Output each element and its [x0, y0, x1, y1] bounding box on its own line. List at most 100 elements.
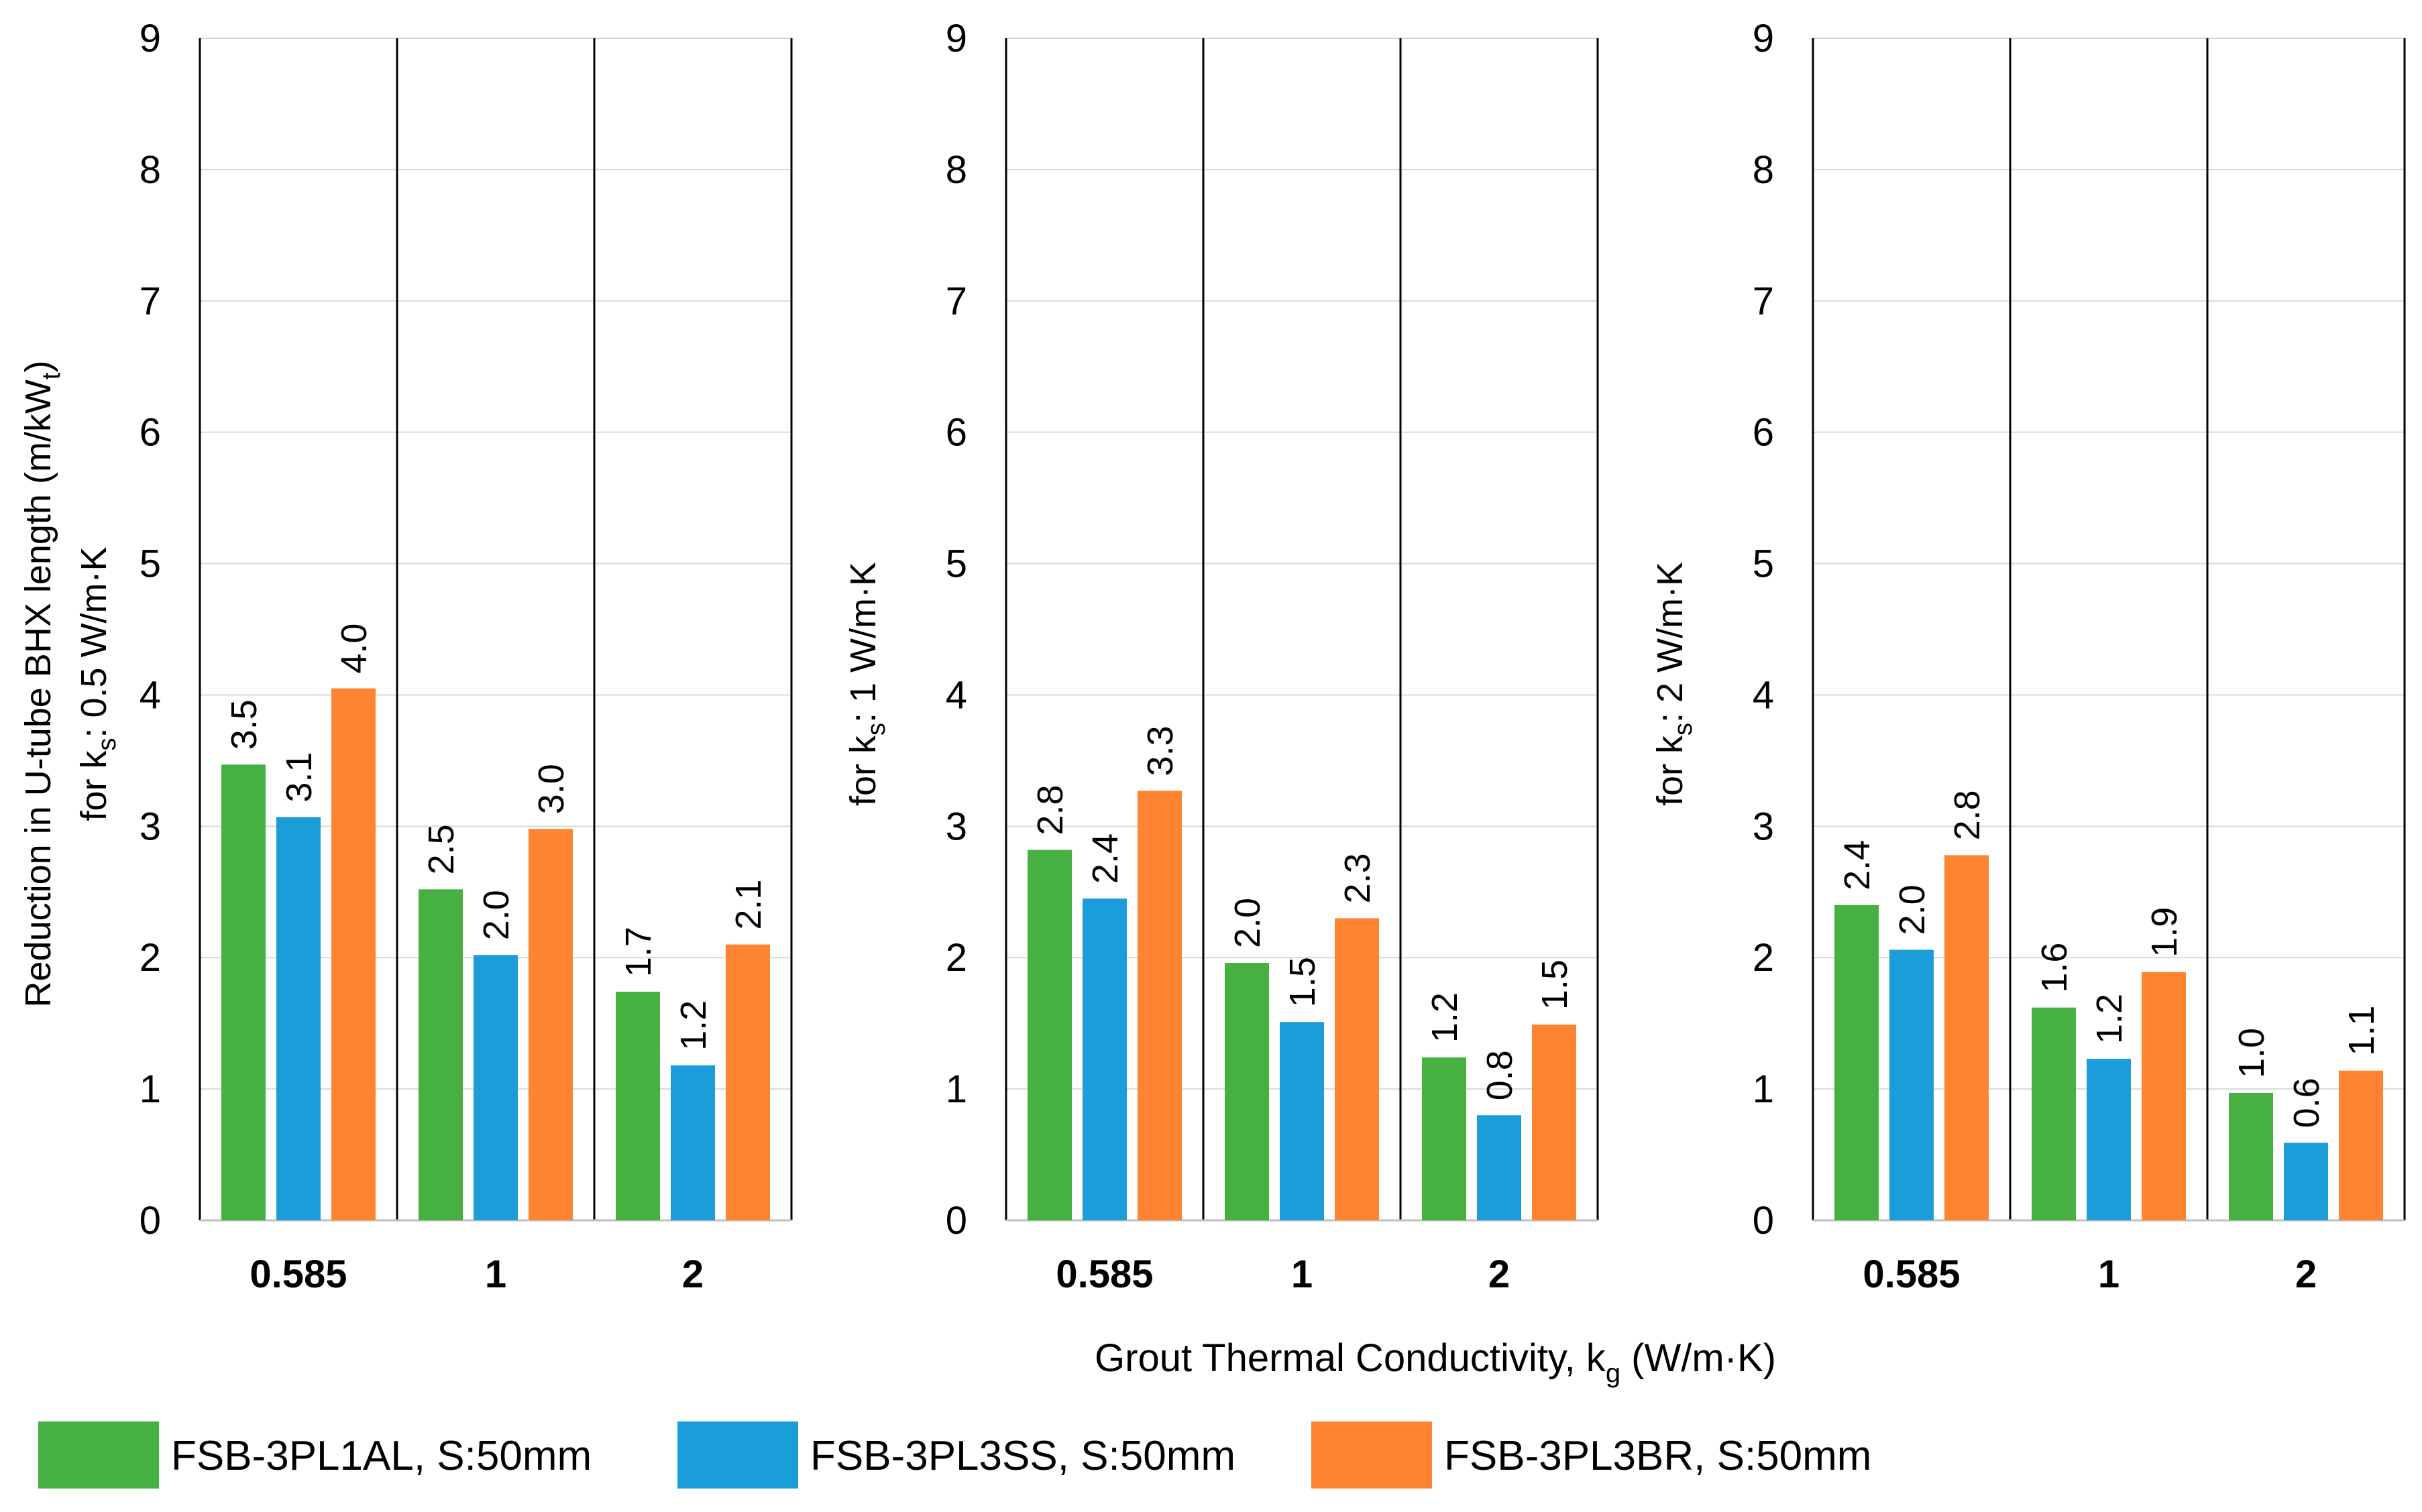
x-axis-title-sub: g: [1606, 1358, 1620, 1388]
y-tick-label-1-3: 3: [946, 805, 967, 848]
category-label-0-2: 2: [682, 1253, 704, 1296]
data-label-0-1-0: 2.5: [421, 824, 461, 874]
y-tick-label-1-4: 4: [946, 673, 967, 717]
bar-1-2-2: [1532, 1025, 1576, 1220]
bar-2-0-0: [1834, 905, 1879, 1220]
legend-swatch-0: [38, 1421, 159, 1489]
data-label-2-1-0: 1.6: [2034, 943, 2075, 993]
y-tick-label-2-3: 3: [1753, 805, 1774, 848]
data-label-2-1-2: 1.9: [2144, 907, 2185, 957]
bar-1-2-1: [1477, 1115, 1521, 1220]
category-label-0-1: 1: [485, 1253, 506, 1296]
panel-y-label-pre-1: for k: [843, 735, 883, 806]
legend: FSB-3PL1AL, S:50mm FSB-3PL3SS, S:50mm FS…: [38, 1421, 1871, 1489]
bar-0-2-0: [616, 992, 660, 1220]
data-label-1-0-1: 2.4: [1085, 833, 1125, 884]
data-label-2-1-1: 1.2: [2089, 994, 2130, 1044]
data-label-1-1-0: 2.0: [1227, 898, 1268, 948]
bar-0-2-1: [671, 1065, 715, 1220]
panel-2: 0 1 2 3 4 5 6 7 8 9 0.585 1 2 2.4 2.0 2.8 1.6 1.2 1.9 1.0 0.…: [1650, 17, 2406, 1296]
bar-1-1-1: [1280, 1022, 1324, 1220]
bar-0-1-0: [419, 889, 463, 1220]
data-label-0-0-0: 3.5: [224, 699, 264, 750]
bar-0-1-1: [474, 955, 518, 1220]
category-label-2-0: 0.585: [1863, 1253, 1960, 1296]
data-label-2-2-0: 1.0: [2232, 1028, 2272, 1078]
data-label-0-1-1: 2.0: [476, 890, 516, 940]
y-tick-label-0-5: 5: [140, 542, 161, 586]
bar-1-1-0: [1225, 963, 1269, 1220]
bar-0-2-2: [726, 944, 770, 1220]
y-tick-label-1-6: 6: [946, 411, 967, 455]
y-tick-label-0-6: 6: [140, 411, 161, 455]
y-axis-title-main: Reduction in U-tube BHX length (m/kW: [18, 380, 58, 1007]
y-tick-label-2-1: 1: [1753, 1067, 1774, 1111]
y-tick-label-0-3: 3: [140, 805, 161, 848]
data-label-0-2-1: 1.2: [673, 1000, 714, 1051]
y-axis-title: Reduction in U-tube BHX length (m/kWt): [18, 361, 66, 1008]
y-tick-label-1-0: 0: [946, 1199, 967, 1242]
y-tick-label-0-2: 2: [140, 936, 161, 980]
bar-2-0-1: [1889, 949, 1934, 1220]
x-axis-title: Grout Thermal Conductivity, kg (W/m·K): [1095, 1336, 1776, 1388]
data-label-0-1-2: 3.0: [531, 764, 571, 814]
data-label-2-2-1: 0.6: [2287, 1078, 2327, 1128]
y-tick-label-0-1: 1: [140, 1067, 161, 1111]
panel-y-label-post-0: : 0.5 W/m·K: [74, 546, 114, 738]
category-label-1-0: 0.585: [1056, 1253, 1153, 1296]
panel-y-label-post-2: : 2 W/m·K: [1650, 562, 1690, 723]
data-label-0-0-1: 3.1: [279, 752, 319, 803]
y-tick-label-1-7: 7: [946, 280, 967, 323]
bar-0-0-0: [221, 764, 266, 1220]
y-axis-title-end: ): [18, 361, 58, 373]
bar-2-0-2: [1944, 855, 1989, 1220]
y-tick-label-2-8: 8: [1753, 148, 1774, 192]
bar-0-0-1: [276, 817, 321, 1220]
category-label-1-1: 1: [1291, 1253, 1313, 1296]
panel-y-label-sub-1: s: [863, 723, 891, 736]
y-tick-label-0-7: 7: [140, 280, 161, 323]
y-tick-label-0-0: 0: [140, 1199, 161, 1242]
data-label-2-0-0: 2.4: [1837, 840, 1877, 890]
bar-2-1-2: [2142, 972, 2186, 1220]
panel-y-label-2: for ks: 2 W/m·K: [1650, 562, 1698, 806]
bar-2-1-1: [2087, 1059, 2131, 1220]
legend-label-1: FSB-3PL3SS, S:50mm: [810, 1433, 1235, 1479]
y-tick-label-1-8: 8: [946, 148, 967, 192]
panel-y-label-pre-0: for k: [74, 750, 114, 821]
y-tick-label-2-6: 6: [1753, 411, 1774, 455]
panel-y-label-post-1: : 1 W/m·K: [843, 562, 883, 723]
data-label-0-0-2: 4.0: [334, 624, 374, 674]
panel-1: 0 1 2 3 4 5 6 7 8 9 0.585 1 2 2.8 2.4 3.3 2.0 1.5 2.3 1.2 0.…: [843, 17, 1599, 1296]
data-label-1-1-1: 1.5: [1282, 957, 1323, 1007]
data-label-0-2-0: 1.7: [618, 927, 659, 977]
data-label-2-2-2: 1.1: [2342, 1006, 2382, 1056]
bar-1-0-2: [1138, 791, 1182, 1220]
data-label-1-0-2: 3.3: [1140, 725, 1180, 776]
category-label-0-0: 0.585: [250, 1253, 347, 1296]
y-tick-label-0-9: 9: [140, 17, 161, 60]
data-label-1-2-1: 0.8: [1480, 1050, 1520, 1100]
panel-y-label-0: for ks: 0.5 W/m·K: [74, 546, 121, 821]
chart-panels: 0 1 2 3 4 5 6 7 8 9 0.585 1 2 3.5 3.1 4.0 2.5 2.0 3.0 1.7 1.…: [74, 17, 2406, 1296]
panel-y-label-1: for ks: 1 W/m·K: [843, 562, 891, 806]
legend-swatch-1: [677, 1421, 798, 1489]
data-label-2-0-2: 2.8: [1947, 790, 1987, 840]
bar-0-1-2: [529, 829, 573, 1220]
data-label-2-0-1: 2.0: [1892, 884, 1932, 935]
panel-y-label-sub-2: s: [1669, 723, 1698, 736]
y-tick-label-2-0: 0: [1753, 1199, 1774, 1242]
legend-swatch-2: [1311, 1421, 1432, 1489]
data-label-1-1-2: 2.3: [1337, 853, 1378, 903]
x-axis-title-unit: (W/m·K): [1620, 1336, 1776, 1380]
y-tick-label-1-5: 5: [946, 542, 967, 586]
panel-0: 0 1 2 3 4 5 6 7 8 9 0.585 1 2 3.5 3.1 4.0 2.5 2.0 3.0 1.7 1.…: [74, 17, 793, 1296]
panel-y-label-pre-2: for k: [1650, 735, 1690, 806]
y-tick-label-1-9: 9: [946, 17, 967, 60]
bar-1-2-0: [1422, 1057, 1466, 1220]
y-tick-label-1-2: 2: [946, 936, 967, 980]
y-tick-label-2-2: 2: [1753, 936, 1774, 980]
category-label-1-2: 2: [1488, 1253, 1510, 1296]
bar-2-2-1: [2284, 1143, 2328, 1220]
